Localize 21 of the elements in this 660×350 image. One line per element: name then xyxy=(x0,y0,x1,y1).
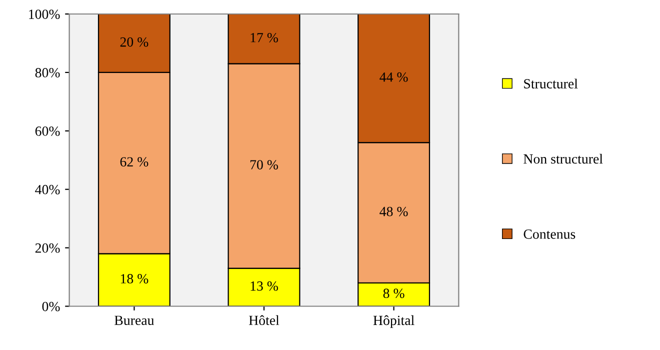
data-label: 44 % xyxy=(380,72,408,82)
y-tick-label: 20% xyxy=(35,243,60,253)
x-tick-label: Hôpital xyxy=(373,315,414,328)
legend-label: Structurel xyxy=(524,78,578,88)
y-tick-label: 100% xyxy=(29,10,60,19)
data-label: 13 % xyxy=(250,281,278,291)
data-label: 62 % xyxy=(120,157,148,167)
data-label: 48 % xyxy=(380,206,408,216)
legend-label: Contenus xyxy=(524,229,576,239)
y-tick-label: 60% xyxy=(35,126,60,136)
data-label: 70 % xyxy=(250,160,278,170)
data-label: 8 % xyxy=(383,288,404,298)
data-label: 17 % xyxy=(250,32,278,42)
y-tick-label: 0% xyxy=(42,302,60,312)
y-tick-label: 80% xyxy=(35,68,60,78)
legend-label: Non structurel xyxy=(524,154,603,164)
x-tick-label: Bureau xyxy=(114,316,154,326)
data-label: 20 % xyxy=(120,37,148,47)
data-label: 18 % xyxy=(120,274,148,284)
x-tick-label: Hôtel xyxy=(248,315,280,326)
y-tick-label: 40% xyxy=(35,184,60,194)
